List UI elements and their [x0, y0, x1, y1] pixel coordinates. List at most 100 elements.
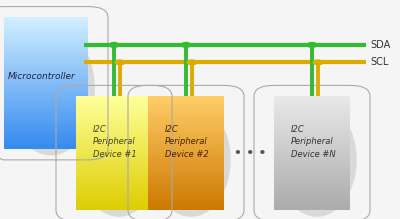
Bar — [274, 170, 350, 173]
Bar — [274, 158, 350, 162]
Bar — [274, 187, 350, 190]
Bar — [4, 30, 88, 34]
Bar — [76, 193, 152, 196]
Bar — [76, 190, 152, 193]
Bar — [76, 138, 152, 142]
Bar — [4, 129, 88, 132]
Bar — [274, 127, 350, 131]
Bar — [76, 153, 152, 156]
Bar — [148, 147, 224, 150]
Bar — [274, 178, 350, 182]
Ellipse shape — [151, 103, 231, 217]
Bar — [274, 133, 350, 136]
Bar — [148, 107, 224, 111]
Bar — [148, 184, 224, 187]
Bar — [274, 104, 350, 108]
Bar — [4, 142, 88, 146]
Bar — [148, 153, 224, 156]
Bar — [148, 124, 224, 128]
Bar — [76, 118, 152, 122]
Bar — [148, 193, 224, 196]
Bar — [148, 187, 224, 190]
Bar — [148, 198, 224, 202]
Bar — [76, 164, 152, 168]
Bar — [274, 124, 350, 128]
Bar — [4, 83, 88, 87]
Bar — [4, 46, 88, 50]
Bar — [274, 147, 350, 150]
Bar — [4, 135, 88, 139]
Circle shape — [312, 59, 324, 65]
Bar — [274, 164, 350, 168]
Bar — [4, 99, 88, 103]
Bar — [76, 173, 152, 176]
Text: I2C
Peripheral
Device #1: I2C Peripheral Device #1 — [93, 125, 137, 159]
Bar — [274, 136, 350, 139]
Bar — [76, 116, 152, 119]
Bar — [76, 127, 152, 131]
Bar — [148, 155, 224, 159]
Bar — [148, 175, 224, 179]
Bar — [148, 127, 224, 131]
Bar — [148, 204, 224, 207]
Bar — [76, 101, 152, 105]
Bar — [4, 53, 88, 57]
Ellipse shape — [277, 103, 357, 217]
Bar — [4, 56, 88, 60]
Bar — [274, 207, 350, 210]
Bar — [274, 121, 350, 125]
Bar — [76, 147, 152, 150]
Bar — [274, 204, 350, 207]
Bar — [4, 86, 88, 90]
Bar — [148, 116, 224, 119]
Bar — [274, 155, 350, 159]
Bar — [274, 113, 350, 116]
Bar — [148, 113, 224, 116]
Bar — [4, 119, 88, 123]
Bar — [4, 125, 88, 129]
Bar — [76, 204, 152, 207]
Bar — [274, 173, 350, 176]
Text: SCL: SCL — [370, 57, 388, 67]
Circle shape — [186, 59, 198, 65]
Circle shape — [306, 42, 318, 48]
Bar — [274, 181, 350, 185]
Bar — [4, 66, 88, 70]
Bar — [148, 141, 224, 145]
Bar — [4, 138, 88, 142]
Bar — [76, 107, 152, 111]
Bar — [76, 167, 152, 170]
Bar — [148, 178, 224, 182]
Bar — [4, 27, 88, 31]
Bar — [148, 195, 224, 199]
Bar — [148, 158, 224, 162]
Bar — [148, 150, 224, 153]
Bar — [76, 201, 152, 205]
Bar — [76, 150, 152, 153]
Bar — [76, 187, 152, 190]
Bar — [148, 181, 224, 185]
Bar — [76, 141, 152, 145]
Bar — [4, 50, 88, 54]
Bar — [4, 43, 88, 47]
Bar — [76, 158, 152, 162]
Bar — [274, 99, 350, 102]
Bar — [76, 184, 152, 187]
Circle shape — [108, 42, 120, 48]
Bar — [76, 161, 152, 165]
Bar — [4, 132, 88, 136]
Bar — [274, 138, 350, 142]
Bar — [76, 124, 152, 128]
Bar — [148, 133, 224, 136]
Bar — [4, 102, 88, 106]
Text: I2C
Peripheral
Device #2: I2C Peripheral Device #2 — [165, 125, 209, 159]
Bar — [4, 23, 88, 27]
Bar — [4, 145, 88, 149]
Bar — [274, 110, 350, 113]
Bar — [76, 198, 152, 202]
Bar — [4, 69, 88, 73]
Bar — [76, 104, 152, 108]
Bar — [76, 110, 152, 113]
Bar — [4, 73, 88, 77]
Bar — [76, 155, 152, 159]
